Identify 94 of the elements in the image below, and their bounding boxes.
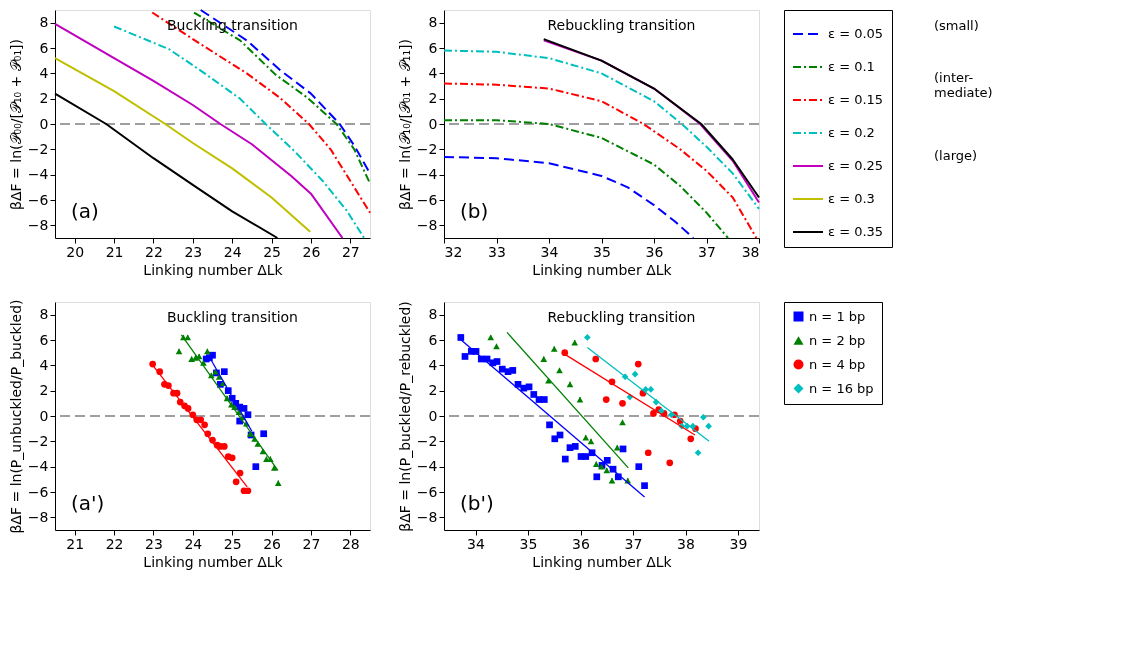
x-tick-label: 27 — [341, 243, 360, 260]
x-tick-label: 27 — [302, 535, 321, 552]
legend-label: ε = 0.2 — [828, 125, 875, 140]
x-tick-label: 22 — [145, 243, 163, 260]
x-tick-label: 26 — [302, 243, 321, 260]
x-tick-label: 32 — [444, 243, 463, 260]
x-tick-label: 25 — [223, 535, 242, 552]
text: (inter- mediate) — [934, 70, 993, 100]
y-tick-label: 8 — [39, 306, 49, 323]
x-tick-label: 34 — [467, 535, 485, 552]
annotation: (a') — [71, 491, 105, 515]
annotation: (a) — [71, 199, 99, 223]
y-tick-label: 0 — [428, 407, 438, 424]
legend-label: ε = 0.15 — [828, 92, 884, 107]
y-tick-label: 6 — [428, 331, 438, 348]
y-tick-label: 8 — [39, 14, 49, 31]
x-tick-label: 23 — [145, 535, 163, 552]
y-tick-label: 0 — [428, 115, 438, 132]
y-tick-label: −2 — [416, 140, 438, 157]
y-tick-label: −6 — [416, 191, 438, 208]
y-tick-label: −2 — [27, 140, 49, 157]
y-tick-label: 0 — [39, 115, 49, 132]
y-tick-label: 4 — [39, 356, 49, 373]
y-tick-label: 6 — [39, 331, 49, 348]
x-axis-title: Linking number ΔLk — [532, 553, 673, 570]
annotation: Rebuckling transition — [547, 309, 696, 325]
y-axis-title: βΔF = ln(𝒫₁₀/[𝒫₀₁ + 𝒫₁₁]) — [396, 39, 413, 210]
y-tick-label: −8 — [416, 508, 438, 525]
x-axis-title: Linking number ΔLk — [143, 553, 284, 570]
y-tick-label: −8 — [416, 216, 438, 233]
x-tick-label: 36 — [645, 243, 664, 260]
y-tick-label: −8 — [27, 216, 49, 233]
x-tick-label: 20 — [66, 243, 85, 260]
legend-label: ε = 0.35 — [828, 224, 884, 239]
x-tick-label: 23 — [184, 243, 203, 260]
y-axis-title: βΔF = ln(P_unbuckled/P_buckled) — [7, 299, 24, 534]
y-tick-label: 8 — [428, 306, 438, 323]
x-tick-label: 25 — [263, 243, 281, 260]
x-tick-label: 24 — [223, 243, 242, 260]
y-tick-label: 2 — [39, 382, 49, 399]
y-tick-label: 4 — [39, 64, 49, 81]
y-tick-label: −2 — [27, 432, 49, 449]
legend-label: n = 1 bp — [809, 308, 866, 324]
x-tick-label: 37 — [624, 535, 643, 552]
y-tick-label: 0 — [39, 407, 49, 424]
legend-label: ε = 0.1 — [828, 59, 875, 74]
x-tick-label: 35 — [593, 243, 611, 260]
x-tick-label: 39 — [729, 535, 748, 552]
x-tick-label: 38 — [677, 535, 695, 552]
y-tick-label: 2 — [428, 90, 438, 107]
x-tick-label: 34 — [540, 243, 559, 260]
y-tick-label: −4 — [416, 458, 438, 475]
x-tick-label: 28 — [341, 535, 360, 552]
y-tick-label: −4 — [27, 458, 49, 475]
x-tick-label: 33 — [488, 243, 506, 260]
y-tick-label: 8 — [428, 14, 438, 31]
legend-label: n = 2 bp — [809, 332, 866, 348]
x-tick-label: 26 — [263, 535, 282, 552]
y-tick-label: 6 — [428, 39, 438, 56]
x-tick-label: 21 — [105, 243, 124, 260]
y-axis-title: βΔF = ln(𝒫₀₀/[𝒫₁₀ + 𝒫₀₁]) — [7, 39, 24, 210]
x-tick-label: 37 — [698, 243, 716, 260]
legend-label: n = 4 bp — [809, 356, 866, 372]
y-tick-label: 2 — [39, 90, 49, 107]
legend-label: ε = 0.05 — [828, 26, 884, 41]
y-tick-label: −2 — [416, 432, 438, 449]
y-tick-label: 4 — [428, 64, 438, 81]
y-axis-title: βΔF = ln(P_buckled/P_rebuckled) — [396, 301, 413, 532]
x-tick-label: 35 — [519, 535, 538, 552]
annotation: Buckling transition — [167, 309, 298, 325]
y-tick-label: −6 — [27, 191, 49, 208]
legend-label: ε = 0.3 — [828, 191, 875, 206]
x-tick-label: 24 — [184, 535, 203, 552]
legend-label: n = 16 bp — [809, 380, 874, 396]
x-tick-label: 38 — [741, 243, 760, 260]
y-tick-label: 6 — [39, 39, 49, 56]
x-tick-label: 36 — [572, 535, 590, 552]
annotation: Rebuckling transition — [547, 17, 696, 33]
y-tick-label: 4 — [428, 356, 438, 373]
y-tick-label: −8 — [27, 508, 49, 525]
legend-label: ε = 0.25 — [828, 158, 884, 173]
x-tick-label: 22 — [105, 535, 124, 552]
y-tick-label: −6 — [27, 483, 49, 500]
y-tick-label: −4 — [416, 166, 438, 183]
y-tick-label: 2 — [428, 382, 438, 399]
annotation: (b') — [460, 491, 494, 515]
text: (small) — [934, 18, 979, 33]
x-axis-title: Linking number ΔLk — [143, 261, 284, 278]
y-tick-label: −4 — [27, 166, 49, 183]
text: (large) — [934, 148, 978, 163]
annotation: (b) — [460, 199, 489, 223]
x-axis-title: Linking number ΔLk — [532, 261, 673, 278]
y-tick-label: −6 — [416, 483, 438, 500]
x-tick-label: 21 — [66, 535, 85, 552]
